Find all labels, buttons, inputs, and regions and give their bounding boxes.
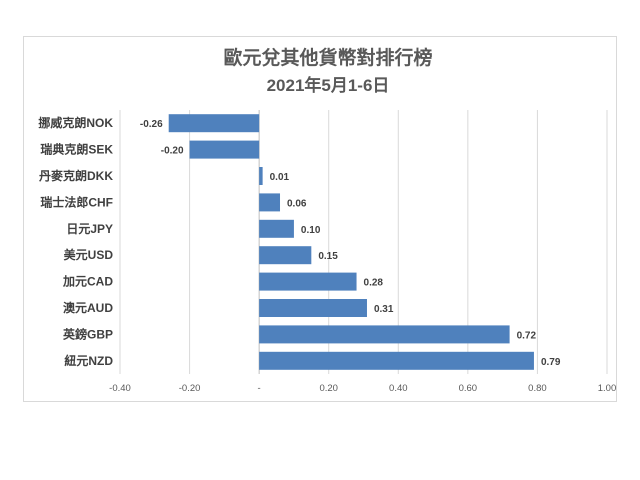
category-label: 瑞典克朗SEK [40,142,113,157]
category-label: 丹麥克朗DKK [39,168,113,183]
chart-title: 歐元兌其他貨幣對排行榜 [223,46,432,69]
bar [259,351,534,370]
category-label: 瑞士法郎CHF [40,194,113,209]
data-label: 0.79 [541,357,561,368]
x-tick-label: -0.20 [179,383,201,394]
bar [259,299,367,317]
data-label: 0.06 [287,198,307,209]
bar [168,114,260,133]
data-label: 0.01 [270,172,290,183]
x-tick-label: 0.80 [528,383,547,394]
data-label: -0.20 [161,146,184,157]
category-label: 美元USD [64,247,114,262]
bar [259,246,312,265]
bar [259,193,281,212]
data-label: 0.10 [301,225,321,236]
x-tick-label: 0.60 [459,383,478,394]
category-label: 英鎊GBP [63,326,113,341]
bar [259,219,294,238]
data-label: -0.26 [140,119,163,130]
data-label: 0.28 [364,278,384,289]
category-label: 挪威克朗NOK [38,115,113,130]
category-label: 日元JPY [66,222,113,236]
x-tick-label: 1.00 [598,383,617,394]
bar [259,325,510,344]
category-label: 紐元NZD [64,353,113,368]
data-label: 0.15 [318,251,338,262]
bar [189,140,260,159]
x-tick-label: 0.40 [389,383,408,394]
bar [259,167,263,185]
x-tick-label: -0.40 [109,383,131,394]
x-tick-label: 0.20 [319,383,338,394]
category-label: 澳元AUD [63,300,113,315]
bar [259,272,357,291]
x-tick-label: - [258,383,261,394]
chart-subtitle: 2021年5月1-6日 [267,75,390,95]
category-label: 加元CAD [62,274,113,289]
data-label: 0.31 [374,304,394,315]
data-label: 0.72 [517,330,537,341]
